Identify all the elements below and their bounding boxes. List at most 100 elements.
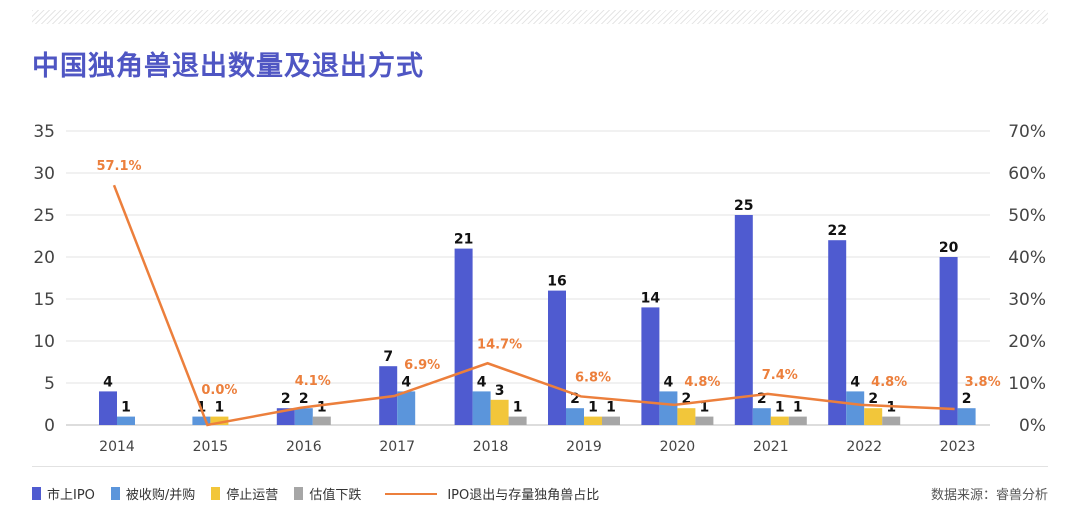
bar-被收购/并购 — [566, 408, 584, 425]
bar-value-label: 1 — [886, 400, 896, 416]
bar-被收购/并购 — [397, 391, 416, 425]
bar-value-label: 1 — [793, 400, 803, 416]
bar-停止运营 — [677, 408, 696, 425]
line-value-label: 6.8% — [575, 370, 611, 385]
bar-value-label: 2 — [868, 391, 878, 407]
bar-市上IPO — [828, 240, 847, 425]
x-tick-label: 2015 — [193, 439, 229, 455]
bar-value-label: 1 — [215, 400, 225, 416]
x-tick-label: 2017 — [379, 439, 415, 455]
legend-line-swatch — [385, 492, 438, 495]
bar-被收购/并购 — [294, 408, 313, 425]
legend-label: 被收购/并购 — [125, 488, 196, 503]
bar-市上IPO — [641, 307, 660, 425]
legend-item: 停止运营 — [211, 484, 278, 503]
y-tick-label: 10 — [33, 332, 55, 352]
bar-估值下跌 — [312, 416, 331, 425]
bar-被收购/并购 — [472, 391, 491, 425]
legend-swatch — [211, 487, 221, 500]
legend-label: 停止运营 — [226, 488, 279, 503]
bar-value-label: 20 — [939, 240, 959, 256]
line-value-label: 4.8% — [684, 375, 720, 390]
bar-value-label: 14 — [641, 290, 661, 306]
bar-value-label: 4 — [477, 374, 487, 390]
bar-value-label: 1 — [775, 400, 785, 416]
bar-value-label: 2 — [299, 391, 309, 407]
legend-item: 被收购/并购 — [110, 484, 196, 503]
x-tick-label: 2022 — [846, 439, 882, 455]
bar-停止运营 — [490, 399, 509, 425]
y-tick-label: 0 — [44, 416, 55, 436]
bar-value-label: 7 — [383, 349, 393, 365]
bar-被收购/并购 — [659, 391, 678, 425]
line-value-label: 4.1% — [295, 374, 331, 389]
bar-停止运营 — [210, 416, 229, 425]
y2-tick-label: 70% — [1008, 122, 1046, 142]
x-tick-label: 2020 — [660, 439, 696, 455]
bar-估值下跌 — [508, 416, 527, 425]
bar-value-label: 1 — [513, 400, 523, 416]
y2-tick-label: 0% — [1019, 416, 1046, 436]
line-series — [112, 184, 955, 427]
bar-value-label: 4 — [401, 374, 411, 390]
bar-value-label: 1 — [121, 400, 131, 416]
bar-value-label: 16 — [547, 274, 566, 290]
line-value-label: 7.4% — [762, 368, 798, 383]
bar-市上IPO — [939, 257, 958, 425]
legend-swatch — [32, 487, 41, 500]
decorative-hatch-bar — [32, 10, 1048, 24]
bar-被收购/并购 — [192, 416, 211, 425]
bar-value-label: 4 — [664, 374, 674, 390]
bar-估值下跌 — [882, 416, 901, 425]
x-tick-label: 2014 — [99, 439, 135, 455]
bar-value-label: 1 — [606, 400, 616, 416]
bar-市上IPO — [548, 290, 566, 425]
divider — [32, 466, 1048, 467]
bar-value-label: 1 — [700, 400, 710, 416]
line-value-label: 14.7% — [477, 337, 522, 352]
legend-label: 市上IPO — [47, 488, 95, 503]
y2-tick-label: 60% — [1008, 164, 1046, 184]
y-tick-label: 25 — [33, 206, 55, 226]
y-tick-label: 20 — [33, 248, 55, 268]
y2-tick-label: 20% — [1008, 332, 1046, 352]
chart-title: 中国独角兽退出数量及退出方式 — [32, 51, 424, 82]
x-tick-label: 2016 — [286, 439, 322, 455]
x-tick-label: 2023 — [940, 439, 976, 455]
bar-市上IPO — [734, 215, 753, 425]
bar-value-label: 4 — [103, 374, 113, 390]
bar-value-label: 4 — [850, 374, 860, 390]
bar-value-label: 1 — [317, 400, 327, 416]
line-value-label: 4.8% — [871, 375, 907, 390]
x-tick-label: 2018 — [473, 439, 509, 455]
y2-tick-label: 10% — [1008, 374, 1046, 394]
bar-value-label: 22 — [827, 223, 846, 239]
y-tick-label: 5 — [44, 374, 55, 394]
bar-被收购/并购 — [957, 408, 976, 425]
bar-value-label: 2 — [962, 391, 972, 407]
legend-swatch — [294, 487, 304, 500]
line-value-label: 3.8% — [965, 375, 1001, 390]
y-tick-label: 35 — [33, 122, 55, 142]
line-value-label: 57.1% — [96, 159, 141, 174]
bar-value-label: 21 — [454, 232, 473, 248]
bar-市上IPO — [454, 248, 473, 425]
y2-tick-label: 30% — [1008, 290, 1046, 310]
bar-value-label: 1 — [588, 400, 598, 416]
bar-被收购/并购 — [752, 408, 771, 425]
y-tick-label: 30 — [33, 164, 55, 184]
bar-被收购/并购 — [117, 416, 135, 425]
bar-估值下跌 — [602, 416, 620, 425]
line-value-label: 6.9% — [404, 358, 440, 373]
y-tick-label: 15 — [33, 290, 55, 310]
legend-item: 估值下跌 — [294, 484, 361, 503]
legend-item-line: IPO退出与存量独角兽占比 — [377, 484, 599, 503]
y2-tick-label: 40% — [1008, 248, 1046, 268]
legend-item: 市上IPO — [32, 484, 95, 503]
bar-value-label: 25 — [734, 198, 753, 214]
bar-被收购/并购 — [846, 391, 865, 425]
bar-停止运营 — [584, 416, 602, 425]
bar-value-label: 2 — [570, 391, 580, 407]
